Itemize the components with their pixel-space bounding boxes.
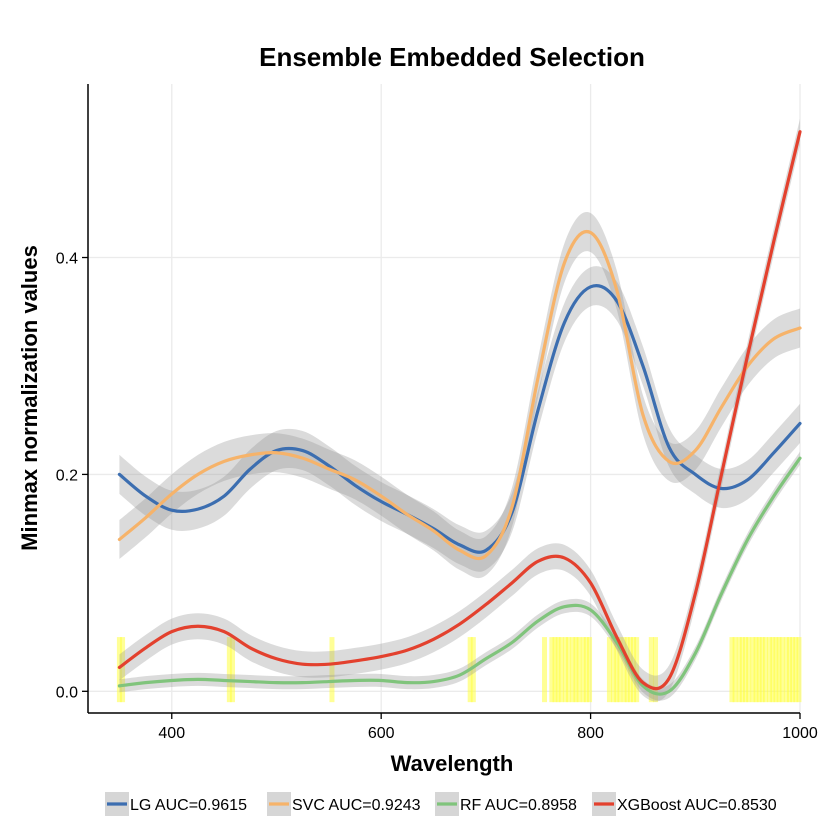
legend-label: RF AUC=0.8958 [460, 797, 577, 814]
x-axis-ticks: 400 600 800 1000 [158, 713, 817, 742]
selected-wavelength-marker [587, 637, 592, 702]
x-axis-title: Wavelength [391, 751, 514, 776]
x-tick-label: 800 [577, 725, 604, 742]
confidence-band [119, 119, 800, 702]
legend-item: XGBoost AUC=0.8530 [592, 792, 777, 816]
selected-wavelength-marker [796, 637, 801, 702]
x-tick-label: 600 [368, 725, 395, 742]
legend-item: SVC AUC=0.9243 [267, 792, 421, 816]
x-tick-label: 1000 [782, 725, 818, 742]
series-lines [119, 132, 800, 694]
y-axis-ticks: 0.0 0.2 0.4 [56, 251, 88, 702]
legend: LG AUC=0.9615 SVC AUC=0.9243 RF AUC=0.8958… [105, 792, 777, 816]
confidence-band [119, 266, 800, 572]
legend-label: SVC AUC=0.9243 [292, 797, 421, 814]
y-tick-label: 0.0 [56, 684, 78, 701]
y-tick-label: 0.2 [56, 467, 78, 484]
y-tick-label: 0.4 [56, 251, 78, 268]
selected-wavelength-marker [542, 637, 547, 702]
series-line [119, 132, 800, 689]
legend-label: LG AUC=0.9615 [130, 797, 247, 814]
chart-title: Ensemble Embedded Selection [259, 42, 645, 72]
y-axis-title: Minmax normalization values [17, 245, 42, 551]
legend-label: XGBoost AUC=0.8530 [617, 797, 777, 814]
legend-item: RF AUC=0.8958 [435, 792, 577, 816]
confidence-band [119, 212, 800, 578]
legend-item: LG AUC=0.9615 [105, 792, 247, 816]
x-tick-label: 400 [158, 725, 185, 742]
confidence-bands [119, 119, 800, 702]
